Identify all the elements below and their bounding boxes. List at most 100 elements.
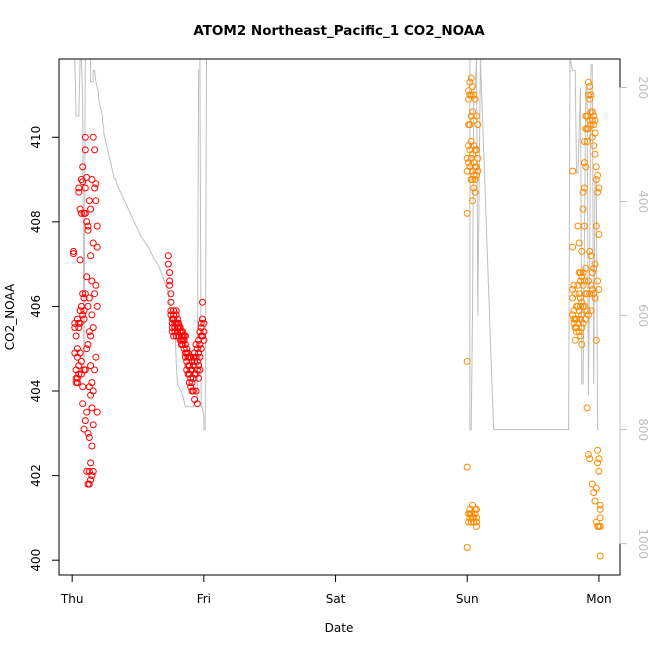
data-point [87,252,95,260]
data-point [83,218,91,226]
data-point [578,341,586,348]
data-point [199,315,206,323]
data-point [571,336,579,344]
data-point [92,281,100,289]
data-point [193,366,201,374]
data-point [584,78,592,86]
data-point [467,91,475,99]
data-point [586,95,594,103]
data-point [469,197,476,205]
data-point [200,336,208,344]
y-tick-label: 402 [29,464,43,487]
data-point [471,176,479,183]
data-point [85,480,93,488]
y2-tick-label: 400 [636,190,650,213]
data-point [594,188,602,196]
data-point [92,197,100,205]
data-point [89,133,97,141]
data-point [467,74,475,82]
data-point [595,455,603,463]
data-point [195,374,203,382]
data-point [187,374,195,382]
data-point [594,171,602,179]
data-point [84,222,92,230]
data-point [590,142,598,150]
data-point [569,243,577,251]
data-point [75,324,83,332]
data-point [571,290,579,298]
data-point [473,518,480,526]
data-point [87,459,95,467]
data-point [81,133,89,141]
data-point [466,514,474,522]
data-point [583,138,591,145]
data-point [466,121,474,129]
data-point [88,404,96,412]
data-point [573,315,580,323]
data-point [200,328,208,336]
data-point [578,324,586,332]
data-point [465,518,473,526]
data-point [89,467,97,475]
data-point [84,302,92,310]
data-point [192,387,200,395]
data-point [76,349,84,357]
data-point [164,252,172,260]
data-point [583,290,591,298]
data-point [72,332,80,340]
data-point [81,366,89,374]
data-point [92,180,100,188]
data-point [580,222,588,230]
data-point [185,379,193,387]
data-point [83,408,91,416]
chart-title: ATOM2 Northeast_Pacific_1 CO2_NOAA [193,23,485,39]
data-point [79,290,87,298]
data-point [170,332,178,340]
data-point [93,243,101,251]
data-point [87,205,95,213]
data-point [175,319,183,327]
data-point [583,404,591,412]
data-point [473,146,480,154]
data-point [470,171,478,179]
data-point [71,324,79,332]
data-point [582,264,590,272]
data-point [91,366,99,374]
x-tick-label: Fri [197,592,211,606]
data-point [73,379,81,387]
data-point [75,370,83,378]
data-point [80,307,88,315]
data-point [586,455,594,463]
data-point [80,425,88,433]
data-point [189,362,197,370]
data-point [592,484,600,492]
data-point [591,129,599,137]
data-point [87,332,95,340]
data-point [181,341,189,348]
data-point [166,277,174,285]
data-point [88,176,96,183]
data-point [76,256,84,264]
data-point [569,167,577,175]
data-point [580,277,588,285]
data-point [79,178,87,186]
data-points [70,74,604,560]
data-point [469,108,476,116]
data-point [578,311,586,319]
data-point [577,332,584,340]
data-point [575,239,583,247]
data-point [474,121,482,129]
data-point [88,442,96,450]
data-point [594,277,602,285]
data-point [181,332,189,340]
data-point [595,184,603,192]
data-point [596,501,604,509]
data-point [591,294,599,302]
data-point [188,357,196,365]
data-point [84,226,92,234]
x-tick-label: Sun [456,592,479,606]
data-point [195,362,203,370]
x-tick-label: Sat [326,592,346,606]
data-point [471,95,479,103]
